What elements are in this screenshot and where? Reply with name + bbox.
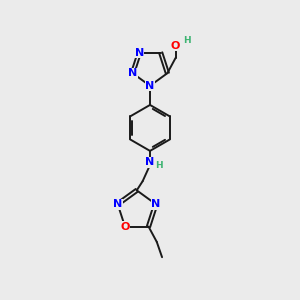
Text: H: H xyxy=(156,161,163,170)
Text: N: N xyxy=(151,199,160,209)
Text: O: O xyxy=(171,40,180,50)
Text: N: N xyxy=(113,199,122,209)
Text: N: N xyxy=(128,68,137,78)
Text: N: N xyxy=(146,81,154,91)
Text: N: N xyxy=(135,48,144,58)
Text: O: O xyxy=(120,222,130,232)
Text: H: H xyxy=(183,36,190,45)
Text: N: N xyxy=(146,157,154,167)
